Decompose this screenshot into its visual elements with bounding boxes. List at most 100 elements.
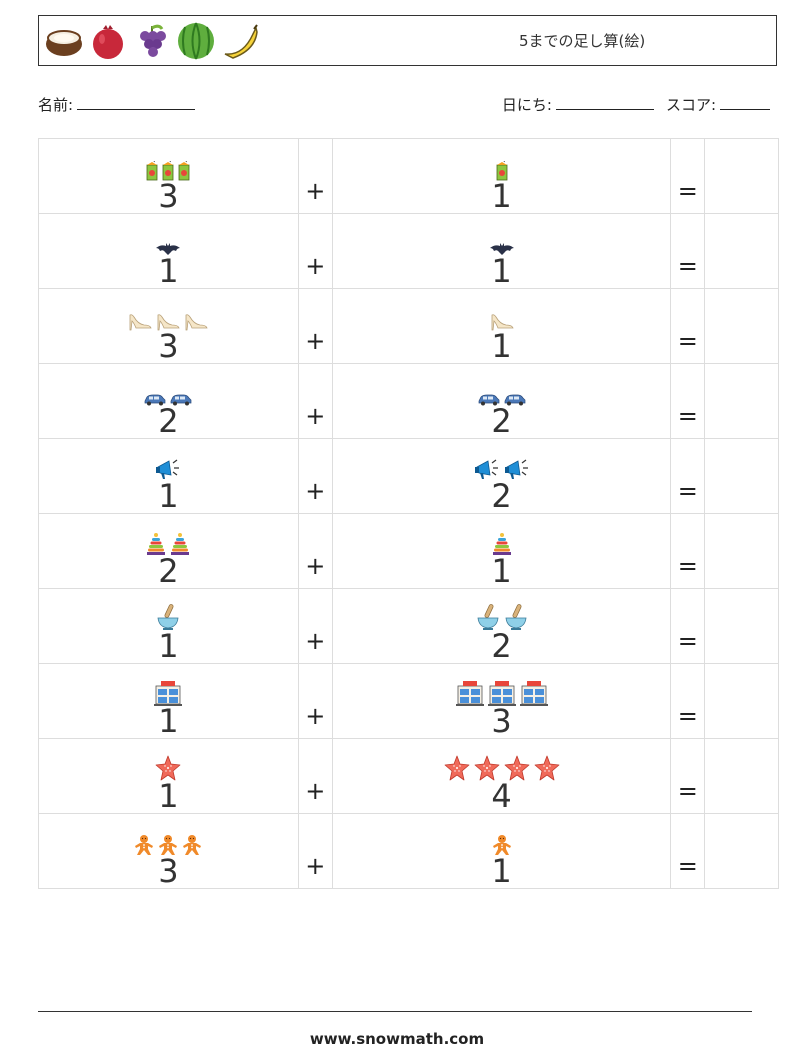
answer-cell[interactable] <box>704 288 779 364</box>
first-addend-cell: 1 <box>38 738 299 814</box>
second-addend: 4 <box>491 777 512 815</box>
fruit-icons <box>43 20 261 62</box>
starfish-icon <box>155 755 181 781</box>
bat-icon <box>155 242 181 256</box>
equals-sign: = <box>677 627 698 655</box>
starfish-icon <box>444 755 470 781</box>
first-addend-cell: 1 <box>38 438 299 514</box>
first-addend-cell: 1 <box>38 663 299 740</box>
answer-cell[interactable] <box>704 738 779 814</box>
answer-cell[interactable] <box>704 588 779 664</box>
answer-cell[interactable] <box>704 438 779 514</box>
first-addend: 2 <box>158 552 179 590</box>
plus-sign: + <box>305 552 326 580</box>
equals-cell: = <box>670 213 706 289</box>
problem-table: 3 +1 = 1 +1 = 3 +1 = 2 +2 = 1 +2 = 2 +1 = 1 +2 = 1 +3 = 1 +4 = 3 +1 = <box>38 138 779 889</box>
second-addend-icons <box>333 747 670 781</box>
answer-cell[interactable] <box>704 213 779 289</box>
problem-row: 1 +3 = <box>38 663 779 740</box>
car-icon <box>504 394 526 406</box>
first-addend-cell: 1 <box>38 213 299 289</box>
equals-cell: = <box>670 738 706 814</box>
worksheet-title: 5までの足し算(絵) <box>519 32 646 50</box>
second-addend: 1 <box>491 552 512 590</box>
stacking-rings-icon <box>170 532 190 556</box>
megaphone-icon <box>155 457 181 481</box>
second-addend-icons <box>333 222 670 256</box>
bat-icon <box>489 242 515 256</box>
name-label: 名前: <box>38 96 74 114</box>
first-addend-cell: 2 <box>38 513 299 590</box>
plus-sign: + <box>305 177 326 205</box>
equals-sign: = <box>677 702 698 730</box>
second-addend: 1 <box>491 177 512 215</box>
mortar-pestle-icon <box>156 603 180 631</box>
problem-row: 1 +4 = <box>38 738 779 815</box>
shop-building-icon <box>487 680 516 706</box>
gingerbread-man-icon <box>134 834 154 856</box>
date-blank[interactable] <box>555 95 654 110</box>
first-addend: 3 <box>158 327 179 365</box>
second-addend-cell: 1 <box>331 213 672 290</box>
first-addend-icons <box>39 297 298 331</box>
first-addend-icons <box>39 747 298 781</box>
coconut-icon <box>46 30 82 56</box>
starfish-icon <box>534 755 560 781</box>
second-addend-cell: 3 <box>331 663 672 740</box>
plus-sign: + <box>305 327 326 355</box>
megaphone-icon <box>504 457 530 481</box>
plus-cell: + <box>297 438 333 514</box>
high-heel-shoe-icon <box>156 313 180 331</box>
answer-cell[interactable] <box>704 363 779 439</box>
plus-sign: + <box>305 402 326 430</box>
shop-building-icon <box>154 680 183 706</box>
problem-row: 2 +1 = <box>38 513 779 590</box>
name-field[interactable]: 名前: <box>38 94 196 115</box>
second-addend-icons <box>333 672 670 706</box>
starfish-icon <box>504 755 530 781</box>
plus-sign: + <box>305 852 326 880</box>
date-score-fields: 日にち: スコア: <box>502 94 770 115</box>
shop-building-icon <box>519 680 548 706</box>
car-icon <box>144 394 166 406</box>
plus-cell: + <box>297 288 333 364</box>
answer-cell[interactable] <box>704 138 779 214</box>
plus-cell: + <box>297 138 333 214</box>
footer-website: www.snowmath.com <box>309 1030 485 1048</box>
problem-row: 3 +1 = <box>38 138 779 215</box>
answer-cell[interactable] <box>704 513 779 589</box>
first-addend-cell: 3 <box>38 138 299 214</box>
second-addend: 1 <box>491 852 512 890</box>
gingerbread-man-icon <box>182 834 202 856</box>
answer-cell[interactable] <box>704 813 779 889</box>
first-addend: 1 <box>158 627 179 665</box>
worksheet-header: 5までの足し算(絵) <box>38 15 777 66</box>
first-addend-cell: 3 <box>38 288 299 365</box>
banana-icon <box>224 24 258 59</box>
second-addend: 3 <box>491 702 512 740</box>
second-addend-icons <box>333 522 670 556</box>
equals-cell: = <box>670 288 706 364</box>
name-blank[interactable] <box>77 95 196 110</box>
juice-box-icon <box>178 161 190 181</box>
second-addend-icons <box>333 372 670 406</box>
grapes-icon <box>140 24 166 57</box>
car-icon <box>478 394 500 406</box>
equals-cell: = <box>670 138 706 214</box>
date-label: 日にち: <box>501 96 552 114</box>
first-addend-icons <box>39 597 298 631</box>
first-addend: 1 <box>158 702 179 740</box>
mortar-pestle-icon <box>504 603 528 631</box>
first-addend: 3 <box>158 852 179 890</box>
first-addend-cell: 2 <box>38 363 299 439</box>
second-addend-icons <box>333 822 670 856</box>
answer-cell[interactable] <box>704 663 779 739</box>
first-addend-icons <box>39 447 298 481</box>
mortar-pestle-icon <box>476 603 500 631</box>
second-addend-icons <box>333 147 670 181</box>
second-addend: 1 <box>491 252 512 290</box>
pomegranate-icon <box>93 25 123 59</box>
second-addend: 2 <box>491 627 512 665</box>
score-blank[interactable] <box>720 95 770 110</box>
problem-row: 1 +1 = <box>38 213 779 290</box>
